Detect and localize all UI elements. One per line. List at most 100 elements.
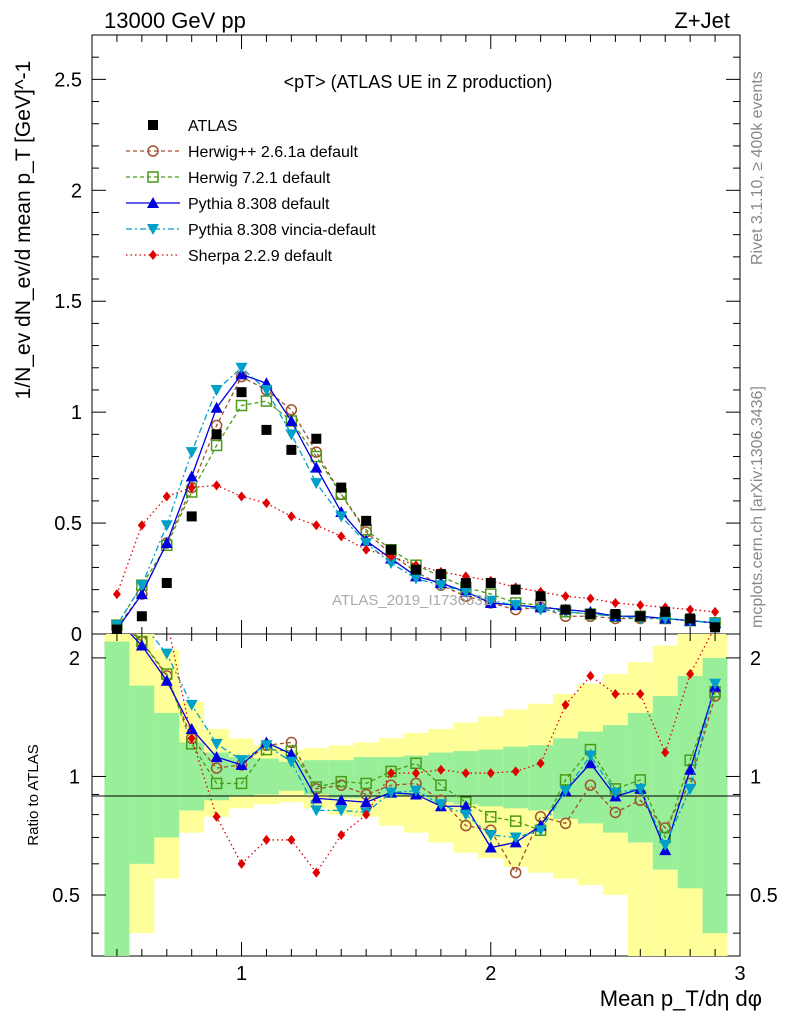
ratio-point-herwig-7-2-1-default [310,781,323,793]
legend-label-atlas: ATLAS [188,118,238,135]
legend-marker-pythia-8-308-default [147,197,159,208]
point-pythia-8-308-vincia-default [459,586,472,598]
ratio-point-sherpa-2-2-9-default [212,811,221,822]
point-herwig-7-2-1-default [260,395,273,407]
point-pythia-8-308-vincia-default [160,520,173,532]
green-band-bin [328,760,354,799]
point-sherpa-2-2-9-default [711,606,720,617]
ratio-axis-title: Ratio to ATLAS [25,744,42,845]
ratio-point-sherpa-2-2-9-default [611,688,620,699]
point-pythia-8-308-vincia-default [509,600,522,612]
point-atlas [386,544,397,555]
green-band-bin [104,641,130,956]
point-pythia-8-308-default [235,368,248,380]
green-band-bin [428,752,454,803]
ratio-point-herwig-2-6-1a-default [584,779,597,791]
ratio-point-pythia-8-308-vincia-default [459,809,472,821]
ratio-point-pythia-8-308-default [210,751,223,763]
legend-marker-atlas [148,120,158,130]
point-herwig-2-6-1a-default [285,404,298,416]
ratio-point-herwig-2-6-1a-default [559,817,572,830]
ratio-point-pythia-8-308-default [310,792,323,804]
ratio-point-pythia-8-308-default [285,748,298,760]
ratio-point-sherpa-2-2-9-default [262,834,271,845]
point-sherpa-2-2-9-default [237,491,246,502]
y-tick-label: 0.5 [54,513,82,535]
ratio-point-herwig-7-2-1-default [360,777,372,790]
point-herwig-7-2-1-default [310,450,323,463]
point-atlas [610,609,621,620]
ratio-point-herwig-2-6-1a-default [509,866,522,879]
ratio-point-sherpa-2-2-9-default [636,688,645,699]
point-atlas [136,611,147,622]
energy-label: 13000 GeV pp [104,8,246,33]
line-pythia-8-308-vincia-default [116,366,716,626]
ratio-point-sherpa-2-2-9-default [312,867,321,878]
ratio-point-sherpa-2-2-9-default [461,768,470,779]
point-sherpa-2-2-9-default [187,482,196,493]
legend-marker-sherpa-2-2-9-default [149,250,157,260]
ratio-point-pythia-8-308-vincia-default [634,783,647,795]
ratio-point-pythia-8-308-vincia-default [160,648,173,660]
point-atlas [161,577,172,588]
x-tick-label: 3 [734,963,745,985]
ratio-point-herwig-7-2-1-default [235,777,248,790]
point-sherpa-2-2-9-default [561,591,570,602]
line-herwig-7-2-1-default [116,400,716,626]
ratio-point-sherpa-2-2-9-default [337,830,346,841]
ratio-point-sherpa-2-2-9-default [561,699,570,710]
point-pythia-8-308-vincia-default [410,573,422,585]
point-sherpa-2-2-9-default [686,604,695,615]
ratio-point-herwig-7-2-1-default [335,775,347,788]
ratio-point-pythia-8-308-vincia-default [584,750,597,762]
ratio-series-group [129,634,722,879]
point-pythia-8-308-vincia-default [484,595,497,607]
point-pythia-8-308-default [310,461,323,473]
legend-label-pythia-8-308-vincia-default: Pythia 8.308 vincia-default [188,222,376,239]
x-axis-title: Mean p_T/dη dφ [600,986,762,1011]
point-sherpa-2-2-9-default [611,597,620,608]
rivet-version-label: Rivet 3.1.10, ≥ 400k events [749,71,766,265]
analysis-watermark: ATLAS_2019_I1736531 [332,592,491,609]
point-sherpa-2-2-9-default [337,531,346,542]
point-atlas [460,577,471,588]
legend-label-pythia-8-308-default: Pythia 8.308 default [188,196,330,213]
point-pythia-8-308-vincia-default [235,362,248,374]
point-atlas [311,433,322,444]
legend-label-sherpa-2-2-9-default: Sherpa 2.2.9 default [188,248,333,265]
point-sherpa-2-2-9-default [586,593,595,604]
ratio-tick-label-right: 2 [750,648,761,670]
ratio-point-pythia-8-308-default [160,674,173,686]
point-sherpa-2-2-9-default [212,480,221,491]
y-tick-label: 2 [71,180,82,202]
ratio-point-sherpa-2-2-9-default [661,747,670,758]
ratio-point-pythia-8-308-default [185,722,198,734]
main-series-group [110,362,722,634]
point-atlas [336,482,347,493]
ratio-point-sherpa-2-2-9-default [237,858,246,869]
plot-title: <pT> (ATLAS UE in Z production) [284,72,553,92]
ratio-point-pythia-8-308-default [484,841,497,853]
legend-label-herwig-2-6-1a-default: Herwig++ 2.6.1a default [188,144,358,161]
ratio-point-sherpa-2-2-9-default [412,768,420,779]
ratio-point-sherpa-2-2-9-default [536,758,545,769]
legend-label-herwig-7-2-1-default: Herwig 7.2.1 default [188,170,331,187]
ratio-point-pythia-8-308-default [684,763,697,775]
ratio-point-sherpa-2-2-9-default [686,669,695,680]
ratio-point-sherpa-2-2-9-default [586,670,595,681]
ratio-point-sherpa-2-2-9-default [187,733,196,744]
axes: 1 2 3 0 0.5 1 1.5 2 2.5 0.5 0.5 1 1 2 2 [52,34,778,985]
point-atlas [710,622,721,633]
ratio-point-pythia-8-308-vincia-default [509,832,522,844]
point-pythia-8-308-vincia-default [360,538,373,550]
ratio-point-pythia-8-308-vincia-default [235,755,248,767]
ratio-point-pythia-8-308-vincia-default [559,785,572,797]
y-tick-label: 0 [71,624,82,646]
legend-marker-herwig-7-2-1-default [147,171,159,183]
ratio-uncertainty-bands [104,634,728,956]
point-pythia-8-308-default [285,415,298,427]
point-atlas [236,387,247,398]
ratio-point-pythia-8-308-vincia-default [210,738,223,750]
ratio-point-pythia-8-308-vincia-default [335,805,348,817]
